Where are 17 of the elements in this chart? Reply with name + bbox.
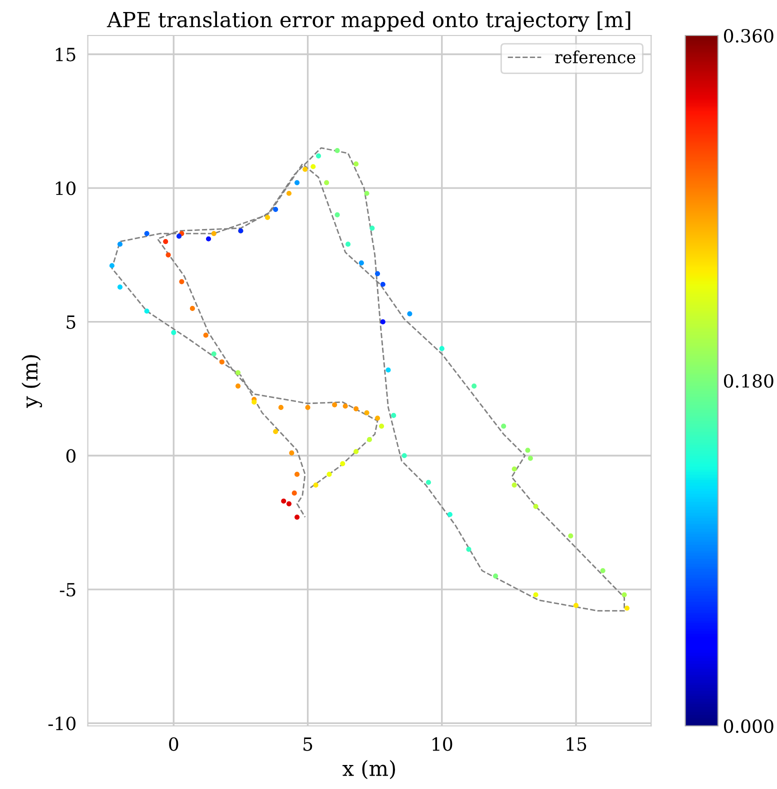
x-tick-label: 15 <box>566 737 586 751</box>
chart-title: APE translation error mapped onto trajectory [m] <box>106 11 630 32</box>
color-bar-label: 0.000 <box>724 719 774 733</box>
y-tick-label: -10 <box>48 716 76 730</box>
color-bar-label: 0.360 <box>724 28 774 43</box>
y-axis-title: y (m) <box>22 355 42 408</box>
y-tick-label: 0 <box>66 449 76 463</box>
y-tick-label: 15 <box>56 48 76 62</box>
x-tick-label: 0 <box>169 737 178 751</box>
y-tick-label: 10 <box>56 181 76 196</box>
y-tick-label: -5 <box>60 583 76 597</box>
x-axis-title: x (m) <box>342 760 396 780</box>
legend-label: reference <box>555 50 636 64</box>
x-tick-label: 10 <box>432 737 452 751</box>
y-tick-label: 5 <box>66 316 76 329</box>
color-bar-label: 0.180 <box>724 374 774 388</box>
x-tick-label: 5 <box>304 738 312 751</box>
